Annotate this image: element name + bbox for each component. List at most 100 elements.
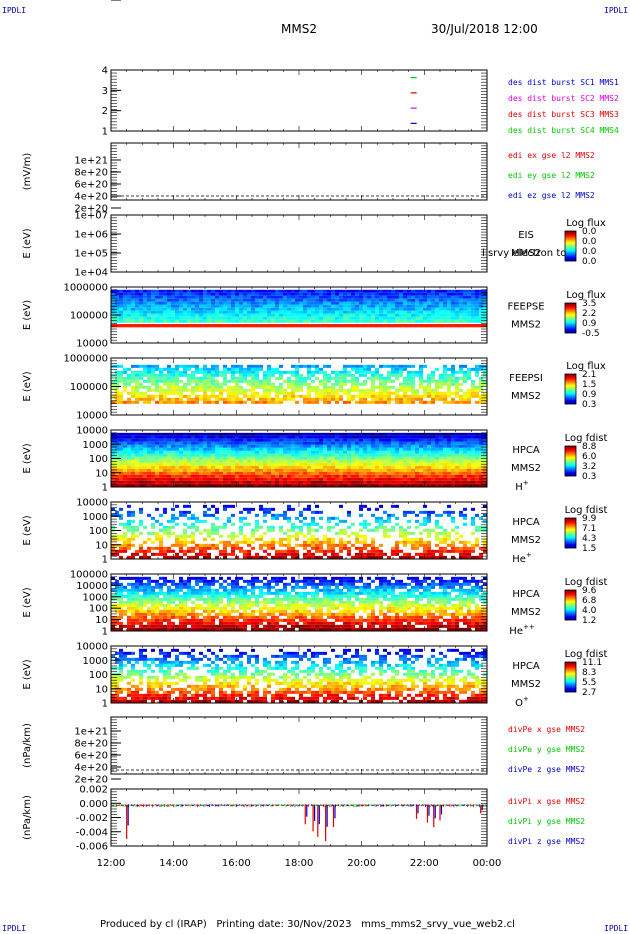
heatmap-cell (315, 301, 319, 305)
y-axis-label: E (eV) (22, 371, 33, 401)
instrument-label: FEEPSE (507, 301, 544, 312)
heatmap-cell (199, 468, 203, 472)
heatmap-cell (115, 552, 119, 556)
heatmap-cell (307, 400, 311, 404)
heatmap-cell (223, 298, 227, 302)
heatmap-cell (447, 316, 451, 320)
heatmap-cell (151, 474, 155, 478)
heatmap-cell (135, 456, 139, 460)
heatmap-cell (351, 313, 355, 317)
heatmap-cell (395, 289, 399, 293)
heatmap-cell (291, 364, 295, 368)
heatmap-cell (407, 295, 411, 299)
heatmap-cell (443, 450, 447, 454)
heatmap-cell (355, 382, 359, 386)
heatmap-cell (203, 385, 207, 389)
heatmap-cell (411, 435, 415, 439)
heatmap-cell (271, 483, 275, 487)
heatmap-cell (423, 364, 427, 368)
heatmap-cell (163, 313, 167, 317)
heatmap-cell (355, 367, 359, 371)
heatmap-cell (179, 465, 183, 469)
heatmap-cell (463, 307, 467, 311)
heatmap-cell (275, 376, 279, 380)
heatmap-cell (167, 444, 171, 448)
heatmap-cell (235, 474, 239, 478)
heatmap-cell (231, 462, 235, 466)
heatmap-cell (235, 295, 239, 299)
heatmap-cell (159, 534, 163, 538)
heatmap-cell (267, 319, 271, 323)
legend-entry: des dist burst SC1 MMS1 (508, 78, 619, 87)
heatmap-cell (199, 313, 203, 317)
colorbar-cell (565, 386, 576, 388)
heatmap-cell (123, 376, 127, 380)
heatmap-cell (231, 394, 235, 398)
heatmap-cell (323, 483, 327, 487)
heatmap-cell (463, 289, 467, 293)
heatmap-cell (307, 313, 311, 317)
heatmap-cell (175, 543, 179, 547)
heatmap-cell (379, 447, 383, 451)
heatmap-cell (327, 540, 331, 544)
heatmap-cell (379, 394, 383, 398)
heatmap-cell (227, 471, 231, 475)
heatmap-cell (243, 462, 247, 466)
heatmap-cell (271, 370, 275, 374)
heatmap-cell (451, 310, 455, 314)
heatmap-cell (295, 480, 299, 484)
heatmap-cell (367, 462, 371, 466)
colorbar-cell (565, 245, 576, 247)
heatmap-cell (463, 391, 467, 395)
heatmap-cell (299, 295, 303, 299)
heatmap-cell (311, 435, 315, 439)
heatmap-cell (291, 477, 295, 481)
heatmap-cell (119, 444, 123, 448)
heatmap-cell (187, 516, 191, 520)
heatmap-cell (419, 441, 423, 445)
heatmap-cell (283, 483, 287, 487)
colorbar-cell (565, 307, 576, 309)
heatmap-cell (347, 438, 351, 442)
heatmap-cell (119, 298, 123, 302)
heatmap-cell (251, 298, 255, 302)
heatmap-cell (143, 400, 147, 404)
heatmap-cell (387, 483, 391, 487)
heatmap-cell (159, 537, 163, 541)
heatmap-cell (403, 432, 407, 436)
heatmap-cell (123, 444, 127, 448)
heatmap-cell (191, 537, 195, 541)
heatmap-cell (307, 289, 311, 293)
heatmap-cell (331, 483, 335, 487)
heatmap-cell (327, 376, 331, 380)
heatmap-cell (427, 313, 431, 317)
heatmap-cell (339, 376, 343, 380)
heatmap-cell (307, 483, 311, 487)
heatmap-cell (187, 376, 191, 380)
colorbar-cell (565, 327, 576, 329)
heatmap-cell (191, 301, 195, 305)
heatmap-cell (199, 316, 203, 320)
heatmap-cell (363, 525, 367, 529)
heatmap-cell (179, 370, 183, 374)
heatmap-cell (183, 468, 187, 472)
heatmap-cell (151, 304, 155, 308)
heatmap-cell (135, 289, 139, 293)
heatmap-cell (315, 295, 319, 299)
heatmap-cell (343, 304, 347, 308)
heatmap-cell (323, 465, 327, 469)
heatmap-cell (355, 456, 359, 460)
heatmap-cell (139, 447, 143, 451)
heatmap-cell (195, 394, 199, 398)
heatmap-cell (319, 543, 323, 547)
heatmap-cell (351, 394, 355, 398)
colorbar-cell (565, 248, 576, 250)
heatmap-cell (139, 295, 143, 299)
heatmap-cell (203, 537, 207, 541)
heatmap-cell (187, 474, 191, 478)
heatmap-cell (451, 289, 455, 293)
heatmap-cell (419, 319, 423, 323)
heatmap-cell (299, 376, 303, 380)
heatmap-cell (471, 438, 475, 442)
heatmap-cell (375, 301, 379, 305)
